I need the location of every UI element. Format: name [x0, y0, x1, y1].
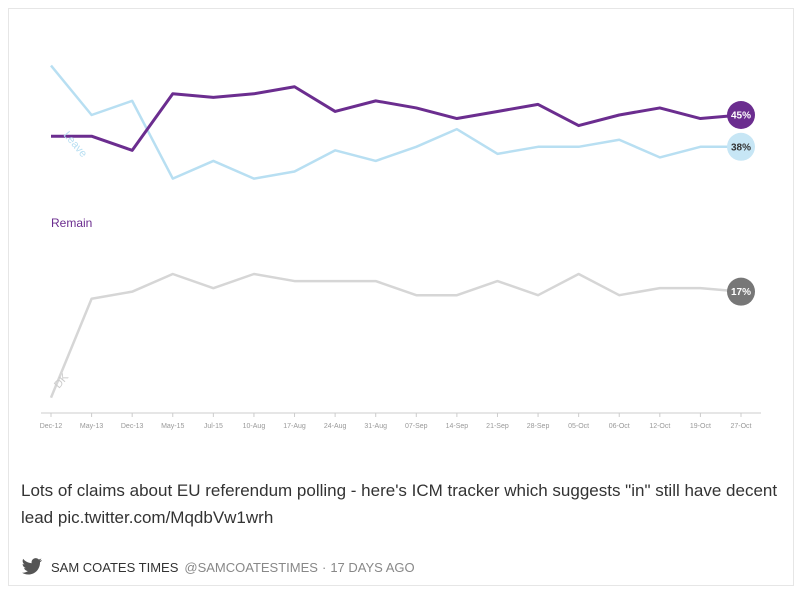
x-tick-label: Dec-13 [121, 423, 144, 430]
tweet-body: Lots of claims about EU referendum polli… [21, 481, 778, 527]
tweet-text: Lots of claims about EU referendum polli… [21, 477, 800, 531]
x-tick-label: 31-Aug [364, 423, 387, 430]
x-tick-label: 05-Oct [568, 423, 589, 430]
end-bubble-remain [727, 101, 755, 129]
x-tick-label: 14-Sep [446, 423, 469, 430]
x-tick-label: May-13 [80, 423, 103, 430]
series-line-leave [50, 64, 741, 180]
x-tick-label: 06-Oct [609, 423, 630, 430]
end-value-label-leave: 38% [731, 142, 751, 153]
x-tick-label: 21-Sep [486, 423, 509, 430]
end-value-label-dk: 17% [731, 287, 751, 298]
x-tick-label: 24-Aug [324, 423, 347, 430]
series-line-remain [51, 85, 742, 152]
x-ticks: Dec-12 May-13 Dec-13 May-15 Jul-15 10-Aug 17-A… [40, 413, 752, 430]
series-name-remain: Remain [51, 216, 92, 230]
tweet-meta: Sam Coates Times @SamCoatesTimes · 17 da… [21, 557, 415, 577]
x-tick-label: Dec-12 [40, 423, 63, 430]
x-tick-label: 17-Aug [283, 423, 306, 430]
x-tick-label: 10-Aug [243, 423, 266, 430]
tweet-time[interactable]: 17 days ago [330, 559, 415, 575]
series-lines [49, 64, 742, 399]
x-tick-label: 19-Oct [690, 423, 711, 430]
series-name-leave: Leave [61, 129, 89, 160]
x-tick-label: May-15 [161, 423, 184, 430]
line-chart: Dec-12 May-13 Dec-13 May-15 Jul-15 10-Aug 17-A… [40, 64, 761, 430]
x-tick-label: Jul-15 [204, 423, 223, 430]
end-value-label-remain: 45% [731, 111, 751, 122]
x-tick-label: 12-Oct [649, 423, 670, 430]
end-bubble-leave [727, 132, 755, 161]
x-tick-label: 28-Sep [527, 423, 550, 430]
x-tick-label: 27-Oct [730, 423, 751, 430]
tweet-card: Dec-12 May-13 Dec-13 May-15 Jul-15 10-Aug 17-A… [8, 8, 794, 586]
author-name[interactable]: Sam Coates Times [51, 559, 179, 575]
meta-separator: · [321, 559, 327, 575]
end-bubble-dk [727, 277, 755, 306]
twitter-bird-icon [21, 558, 43, 575]
author-handle[interactable]: @SamCoatesTimes [184, 559, 318, 575]
x-tick-label: 07-Sep [405, 423, 428, 430]
series-line-dk [49, 272, 742, 399]
tweet-link[interactable]: pic.twitter.com/MqdbVw1wrh [57, 508, 274, 527]
